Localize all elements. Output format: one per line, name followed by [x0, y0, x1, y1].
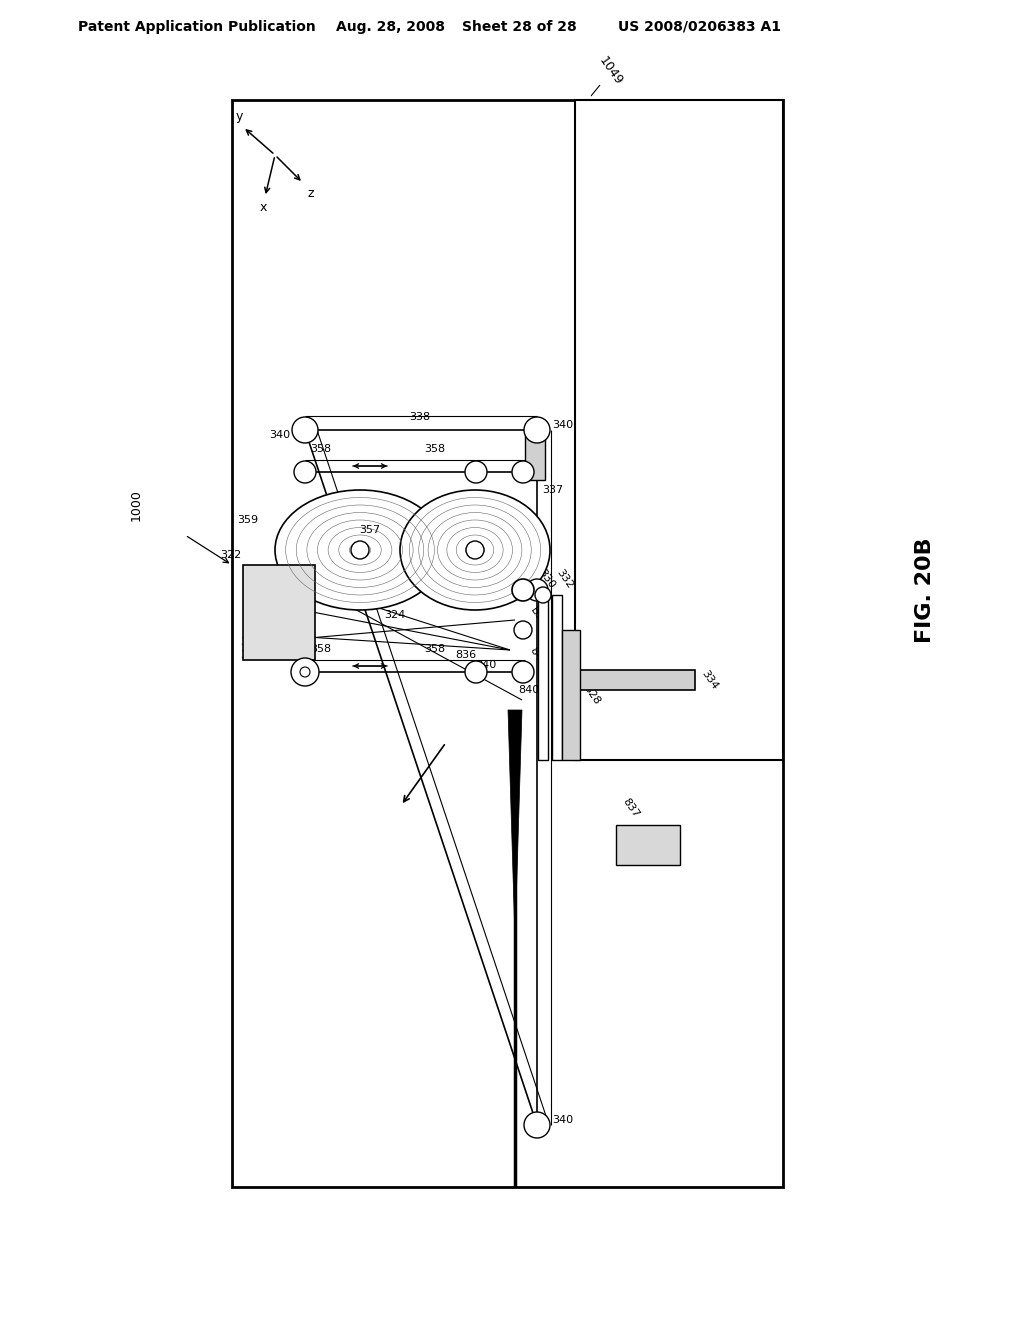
Text: 340: 340	[552, 420, 573, 430]
Text: 840: 840	[518, 685, 540, 696]
Text: 358: 358	[424, 444, 445, 454]
Text: US 2008/0206383 A1: US 2008/0206383 A1	[618, 20, 781, 34]
Text: 334: 334	[700, 668, 720, 692]
Bar	[525, 436, 545, 480]
Text: 358: 358	[310, 644, 331, 653]
Text: 340: 340	[269, 430, 290, 440]
Text: FIG. 20B: FIG. 20B	[915, 537, 935, 643]
Text: 328: 328	[582, 684, 602, 706]
Text: Patent Application Publication: Patent Application Publication	[78, 20, 315, 34]
Ellipse shape	[275, 490, 445, 610]
Polygon shape	[508, 710, 522, 940]
Circle shape	[514, 620, 532, 639]
Text: 840: 840	[486, 565, 508, 576]
Text: x: x	[259, 201, 266, 214]
Bar	[243, 565, 315, 660]
Text: 322: 322	[220, 550, 241, 560]
Text: Aug. 28, 2008: Aug. 28, 2008	[336, 20, 445, 34]
Text: 337: 337	[542, 484, 563, 495]
Ellipse shape	[400, 490, 550, 610]
Circle shape	[300, 667, 310, 677]
Bar	[232, 100, 783, 1187]
Text: 840: 840	[476, 660, 497, 671]
Text: y: y	[236, 110, 243, 123]
Text: 359: 359	[237, 515, 258, 525]
Bar	[575, 100, 783, 760]
Text: 340: 340	[552, 1115, 573, 1125]
Circle shape	[292, 417, 318, 444]
Text: 361: 361	[240, 638, 261, 647]
Text: Sheet 28 of 28: Sheet 28 of 28	[462, 20, 577, 34]
Circle shape	[465, 661, 487, 682]
Circle shape	[294, 661, 316, 682]
Text: 332: 332	[555, 568, 575, 590]
Circle shape	[351, 541, 369, 558]
Circle shape	[526, 579, 548, 601]
Text: B39: B39	[528, 605, 549, 628]
Text: 836: 836	[455, 649, 476, 660]
Text: 1049: 1049	[596, 54, 625, 88]
Bar	[538, 595, 548, 760]
Circle shape	[524, 417, 550, 444]
Bar	[568, 671, 695, 690]
Circle shape	[291, 657, 319, 686]
Bar	[552, 595, 562, 760]
Circle shape	[512, 661, 534, 682]
Circle shape	[512, 579, 534, 601]
Text: 335″: 335″	[328, 568, 353, 578]
Text: 1000: 1000	[129, 490, 142, 521]
Text: 338: 338	[410, 412, 430, 422]
Text: 358: 358	[424, 644, 445, 653]
Circle shape	[466, 541, 484, 558]
Bar	[562, 630, 580, 760]
Circle shape	[465, 461, 487, 483]
Text: 357: 357	[359, 525, 381, 535]
Circle shape	[535, 587, 551, 603]
Circle shape	[512, 461, 534, 483]
Circle shape	[524, 1111, 550, 1138]
Text: 358: 358	[310, 444, 331, 454]
Bar	[616, 825, 680, 865]
Text: 837: 837	[621, 797, 641, 820]
Text: 840: 840	[528, 645, 549, 668]
Circle shape	[294, 461, 316, 483]
Text: 324: 324	[384, 610, 406, 620]
Text: 330: 330	[537, 568, 557, 590]
Text: 363: 363	[240, 649, 261, 660]
Text: z: z	[307, 187, 313, 201]
